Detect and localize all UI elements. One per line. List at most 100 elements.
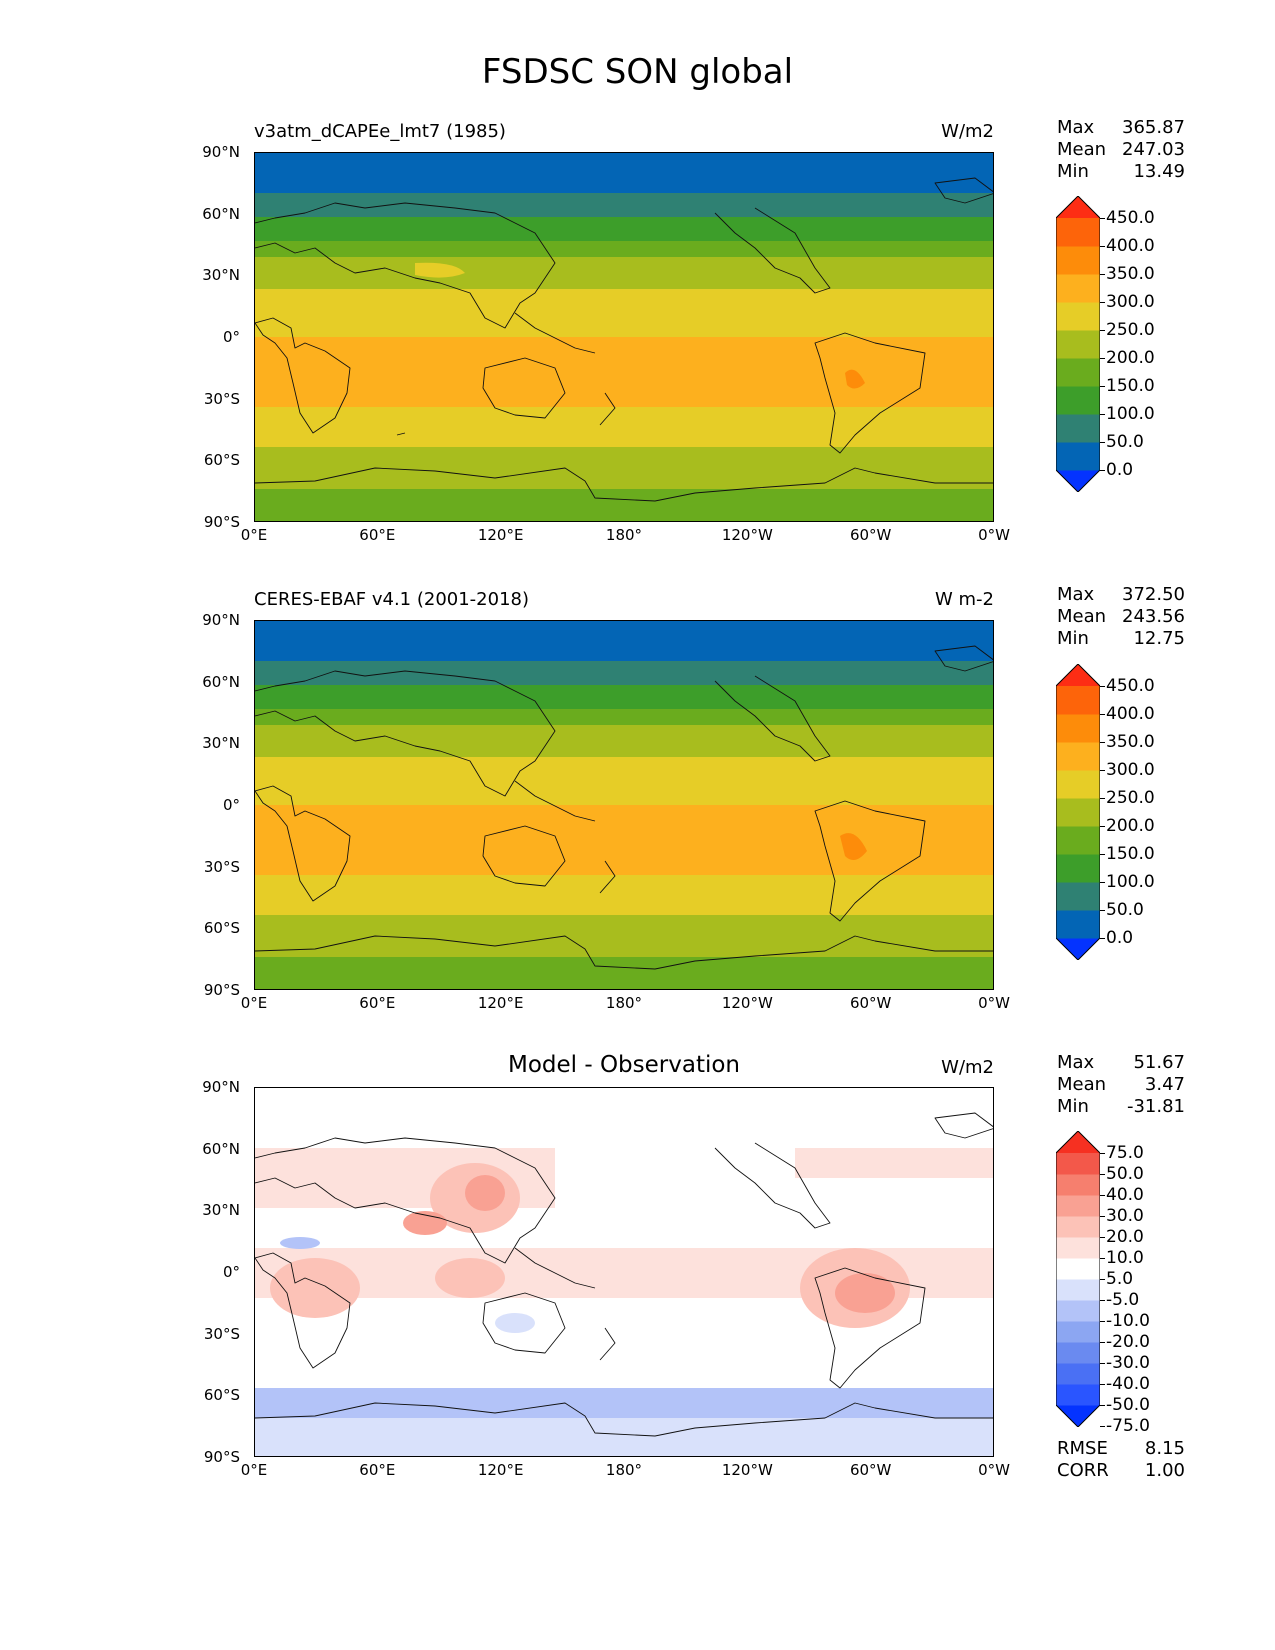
colorbar-segment — [1056, 330, 1100, 359]
panel3-colorbar-label: 75.0 — [1106, 1143, 1144, 1163]
panel1-colorbar-label: 200.0 — [1106, 348, 1155, 368]
colorbar-tick — [1100, 1216, 1105, 1217]
colorbar-tick — [1100, 1342, 1105, 1343]
panel2-colorbar-label: 150.0 — [1106, 844, 1155, 864]
colorbar-segment — [1056, 1237, 1100, 1259]
colorbar-segment — [1056, 1300, 1100, 1322]
panel3-colorbar-label: 40.0 — [1106, 1185, 1144, 1205]
panel3-colorbar-label: 10.0 — [1106, 1248, 1144, 1268]
colorbar-segment — [1056, 910, 1100, 939]
colorbar-tick — [1100, 1300, 1105, 1301]
colorbar-tick — [1100, 1363, 1105, 1364]
lon-tick-label: 0°E — [240, 1461, 268, 1479]
panel3-colorbar-label: -50.0 — [1106, 1395, 1150, 1415]
colorbar-tick — [1100, 1258, 1105, 1259]
lat-tick-label: 30°N — [202, 266, 240, 285]
panel3-colorbar-label: 20.0 — [1106, 1227, 1144, 1247]
colorbar-tick — [1100, 302, 1105, 303]
panel2-units: W m-2 — [934, 589, 994, 610]
colorbar-segment — [1056, 218, 1100, 247]
panel2-title: CERES-EBAF v4.1 (2001-2018) — [254, 589, 530, 610]
lon-tick-label: 180° — [605, 526, 643, 544]
lat-tick-label: 30°N — [202, 734, 240, 753]
panel3-colorbar-label: -20.0 — [1106, 1332, 1150, 1352]
colorbar-segment — [1056, 414, 1100, 443]
lon-tick-label: 0°W — [978, 994, 1010, 1012]
colorbar-segment — [1056, 854, 1100, 883]
lon-tick-label: 60°E — [359, 1461, 396, 1479]
lon-tick-label: 0°W — [978, 526, 1010, 544]
panel3-colorbar-label: -40.0 — [1106, 1374, 1150, 1394]
colorbar-tick — [1100, 910, 1105, 911]
panel1-colorbar-label: 450.0 — [1106, 208, 1155, 228]
colorbar-segment — [1056, 742, 1100, 771]
panel1-colorbar-label: 400.0 — [1106, 236, 1155, 256]
panel2-colorbar-label: 250.0 — [1106, 788, 1155, 808]
colorbar-tick — [1100, 854, 1105, 855]
panel2-colorbar-label: 300.0 — [1106, 760, 1155, 780]
panel3-title: Model - Observation — [507, 1052, 741, 1078]
panel3-colorbar-label: 5.0 — [1106, 1269, 1134, 1289]
colorbar-tick — [1100, 386, 1105, 387]
lat-tick-label: 60°S — [203, 1386, 240, 1405]
panel3-units: W/m2 — [941, 1057, 994, 1078]
colorbar-segment — [1056, 1195, 1100, 1217]
lon-tick-label: 60°W — [849, 1461, 892, 1479]
colorbar-segment — [1056, 1153, 1100, 1175]
colorbar-segment — [1056, 882, 1100, 911]
colorbar-tick — [1100, 442, 1105, 443]
lon-tick-label: 60°W — [849, 994, 892, 1012]
panel3-colorbar-label: -75.0 — [1106, 1416, 1150, 1436]
figure-title: FSDSC SON global — [481, 52, 794, 92]
colorbar-extend-high — [1056, 1131, 1100, 1153]
colorbar-tick — [1100, 1384, 1105, 1385]
lat-tick-label: 60°S — [203, 919, 240, 938]
colorbar-tick — [1100, 686, 1105, 687]
lon-tick-label: 120°E — [477, 994, 524, 1012]
panel2-colorbar-label: 450.0 — [1106, 676, 1155, 696]
panel1-colorbar-label: 300.0 — [1106, 292, 1155, 312]
colorbar-segment — [1056, 1174, 1100, 1196]
panel3-colorbar-label: 30.0 — [1106, 1206, 1144, 1226]
lon-tick-label: 0°W — [978, 1461, 1010, 1479]
colorbar-extend-low — [1056, 470, 1100, 492]
lat-tick-label: 90°N — [202, 1078, 240, 1096]
lon-tick-label: 0°E — [240, 526, 268, 544]
colorbar-segment — [1056, 1216, 1100, 1238]
colorbar-tick — [1100, 1153, 1105, 1154]
panel2-colorbar-label: 200.0 — [1106, 816, 1155, 836]
colorbar-tick — [1100, 358, 1105, 359]
colorbar-segment — [1056, 1258, 1100, 1280]
lat-tick-label: 90°N — [202, 611, 240, 629]
panel1-colorbar — [1056, 196, 1100, 492]
lon-tick-label: 60°W — [849, 526, 892, 544]
panel3-map — [254, 1087, 994, 1457]
colorbar-segment — [1056, 1363, 1100, 1385]
lon-tick-label: 120°E — [477, 526, 524, 544]
panel3-colorbar — [1056, 1131, 1100, 1427]
panel3-colorbar-label: -30.0 — [1106, 1353, 1150, 1373]
colorbar-segment — [1056, 770, 1100, 799]
colorbar-tick — [1100, 1279, 1105, 1280]
panel1-colorbar-label: 250.0 — [1106, 320, 1155, 340]
lon-tick-label: 180° — [605, 994, 643, 1012]
colorbar-segment — [1056, 246, 1100, 275]
lat-tick-label: 0° — [222, 328, 240, 346]
colorbar-tick — [1100, 1237, 1105, 1238]
panel2-colorbar-label: 400.0 — [1106, 704, 1155, 724]
colorbar-segment — [1056, 1279, 1100, 1301]
lon-tick-label: 180° — [605, 1461, 643, 1479]
panel1-colorbar-label: 100.0 — [1106, 404, 1155, 424]
panel2-colorbar-label: 50.0 — [1106, 900, 1144, 920]
colorbar-tick — [1100, 246, 1105, 247]
colorbar-tick — [1100, 826, 1105, 827]
lon-tick-label: 0°E — [240, 994, 268, 1012]
colorbar-extend-low — [1056, 938, 1100, 960]
panel2-bands — [255, 621, 993, 989]
lon-tick-label: 120°W — [721, 1461, 773, 1479]
colorbar-tick — [1100, 938, 1105, 939]
lat-tick-label: 0° — [222, 1263, 240, 1281]
colorbar-tick — [1100, 882, 1105, 883]
colorbar-tick — [1100, 414, 1105, 415]
colorbar-segment — [1056, 1321, 1100, 1343]
